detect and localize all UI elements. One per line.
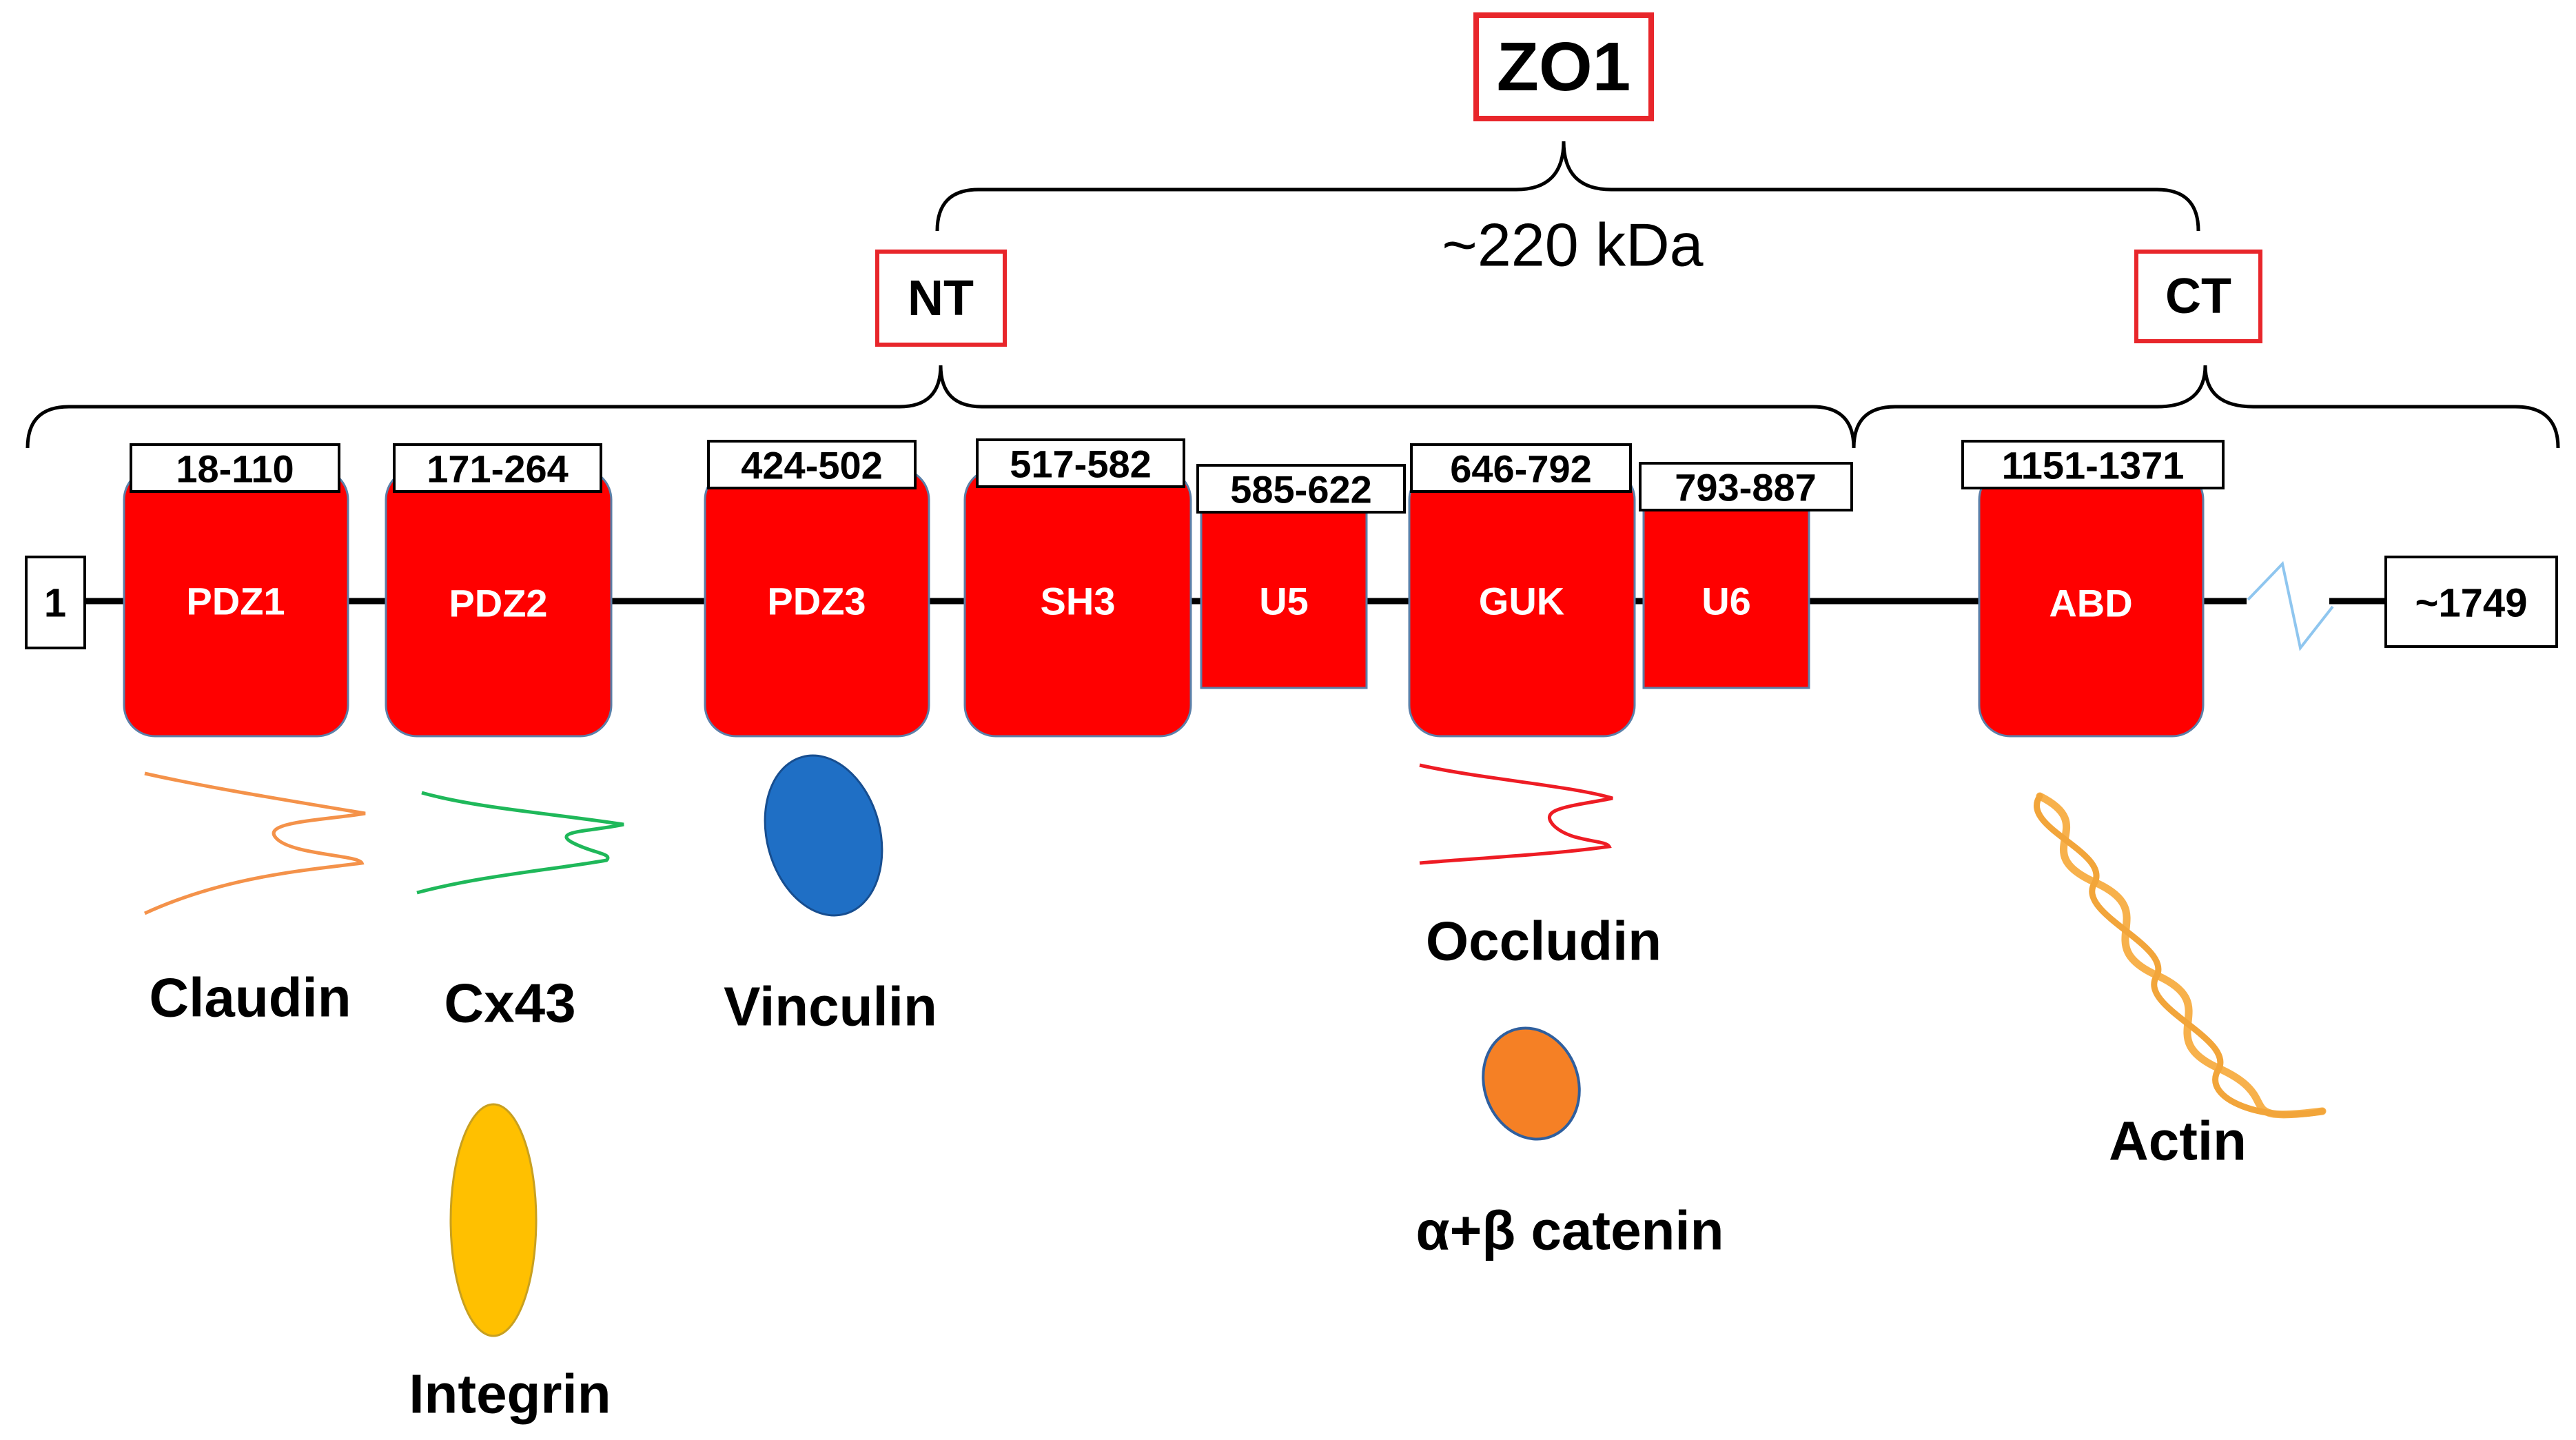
n-terminus: 1	[25, 556, 86, 649]
domain-label: PDZ3	[767, 580, 866, 623]
actin-label: Actin	[2109, 1111, 2247, 1172]
domain-label: GUK	[1479, 580, 1564, 623]
c-terminus: ~1749	[2384, 556, 2558, 648]
domain-pdz2: PDZ2 171-264	[385, 443, 613, 738]
domain-label: SH3	[1041, 580, 1116, 623]
ct-label: CT	[2165, 269, 2231, 324]
nt-box	[875, 250, 1007, 347]
domain-u5: U5 585-622	[1196, 464, 1406, 689]
start-residue: 1	[44, 581, 66, 626]
integrin-label: Integrin	[409, 1363, 611, 1425]
protein-name: ZO1	[1497, 28, 1631, 105]
domain-range: 18-110	[176, 447, 294, 491]
nt-label: NT	[908, 271, 974, 326]
catenin-label: α+β catenin	[1415, 1200, 1724, 1261]
domain-range: 793-887	[1675, 466, 1817, 509]
domain-abd: ABD 1151-1371	[1961, 440, 2225, 738]
domain-range: 517-582	[1010, 443, 1152, 486]
domain-range: 646-792	[1450, 447, 1592, 491]
domain-range: 171-264	[427, 447, 569, 491]
domain-sh3: SH3 517-582	[963, 438, 1192, 738]
vinculin-label: Vinculin	[724, 976, 937, 1037]
actin-icon	[2034, 792, 2327, 1119]
domain-label: U6	[1701, 580, 1751, 623]
end-residue: ~1749	[2415, 581, 2528, 626]
domain-label: PDZ1	[186, 580, 285, 623]
title-group: ZO1	[1473, 12, 1654, 121]
nt-region-group: NT	[875, 250, 1007, 347]
ct-region-group: CT	[2134, 250, 2262, 343]
occludin-icon	[1419, 763, 1613, 865]
domain-label: U5	[1259, 580, 1309, 623]
domain-label: ABD	[2049, 582, 2132, 625]
ct-brace	[1852, 365, 2560, 449]
domain-pdz3: PDZ3 424-502	[704, 440, 930, 738]
cx43-label: Cx43	[444, 973, 575, 1034]
vinculin-icon	[764, 754, 883, 917]
domain-range: 585-622	[1230, 468, 1372, 511]
claudin-icon	[143, 771, 366, 915]
domain-pdz1: PDZ1 18-110	[123, 443, 349, 738]
domain-label: PDZ2	[449, 582, 547, 625]
domain-u6: U6 793-887	[1639, 462, 1853, 689]
integrin-icon	[449, 1103, 538, 1337]
occludin-label: Occludin	[1426, 911, 1662, 972]
claudin-label: Claudin	[149, 967, 351, 1028]
title-box	[1473, 12, 1654, 121]
protein-span-brace	[935, 141, 2200, 232]
ct-box	[2134, 250, 2262, 343]
catenin-icon	[1482, 1026, 1581, 1141]
nt-brace	[25, 365, 1856, 449]
sequence-break-icon	[2247, 560, 2334, 651]
cx43-icon	[416, 791, 624, 895]
domain-range: 424-502	[741, 444, 883, 487]
domain-guk: GUK 646-792	[1408, 443, 1636, 738]
mass-label: ~220 kDa	[1442, 211, 1703, 279]
domain-range: 1151-1371	[2002, 444, 2185, 487]
